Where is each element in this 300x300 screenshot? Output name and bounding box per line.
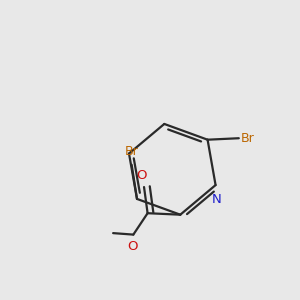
Text: O: O bbox=[136, 169, 147, 182]
Text: Br: Br bbox=[240, 132, 254, 145]
Text: Br: Br bbox=[125, 145, 139, 158]
Text: O: O bbox=[128, 240, 138, 253]
Text: N: N bbox=[212, 193, 222, 206]
